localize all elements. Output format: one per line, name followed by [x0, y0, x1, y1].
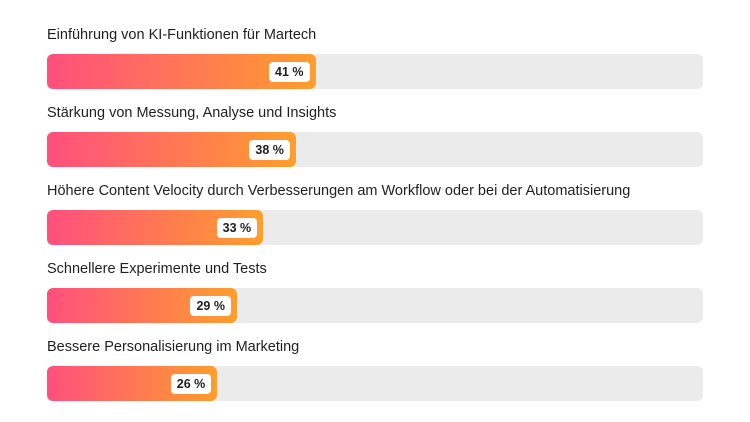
bar-track: 33 %	[47, 210, 703, 245]
bar-track: 41 %	[47, 54, 703, 89]
value-label: 33 %	[216, 218, 258, 238]
value-label: 41 %	[269, 62, 310, 82]
bar-track: 26 %	[47, 366, 703, 401]
value-label: 38 %	[249, 140, 290, 160]
bar-track: 29 %	[47, 288, 703, 323]
category-label: Einführung von KI-Funktionen für Martech	[47, 27, 317, 43]
value-label: 29 %	[190, 296, 231, 316]
bar-track: 38 %	[47, 132, 703, 167]
category-label: Bessere Personalisierung im Marketing	[47, 339, 300, 355]
category-label: Schnellere Experimente und Tests	[47, 261, 267, 277]
category-label: Stärkung von Messung, Analyse und Insigh…	[47, 105, 337, 121]
value-label: 26 %	[170, 374, 212, 394]
category-label: Höhere Content Velocity durch Verbesseru…	[47, 183, 631, 199]
